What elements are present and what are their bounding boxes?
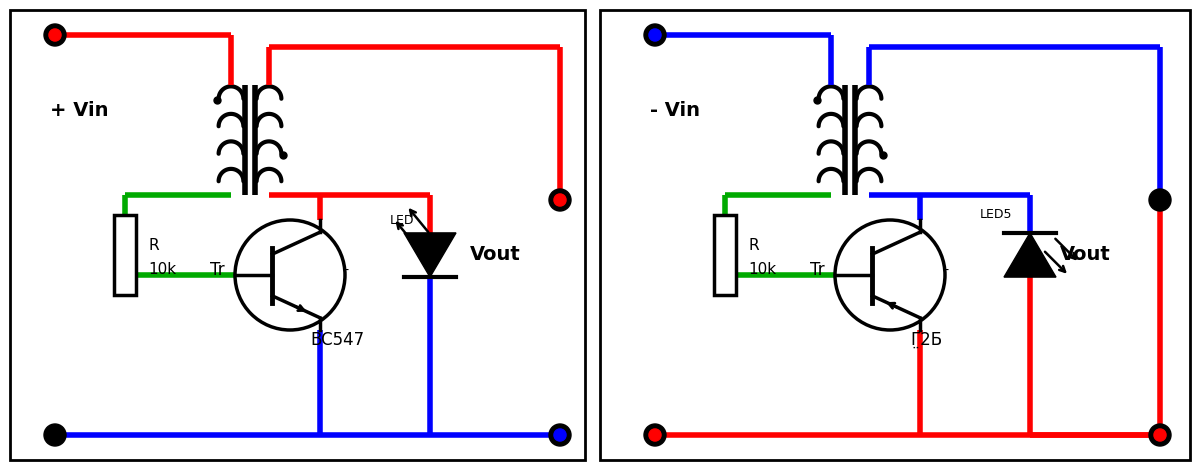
Text: + Vin: + Vin <box>50 101 108 119</box>
Polygon shape <box>404 233 456 277</box>
Circle shape <box>44 424 66 446</box>
Circle shape <box>1150 189 1171 211</box>
Text: T: T <box>340 268 348 282</box>
Text: Vout: Vout <box>1060 245 1111 265</box>
Circle shape <box>644 24 666 46</box>
Circle shape <box>644 424 666 446</box>
Circle shape <box>49 29 61 41</box>
Text: Г̤2Б: Г̤2Б <box>910 331 942 349</box>
Circle shape <box>554 429 566 441</box>
Text: - Vin: - Vin <box>650 101 700 119</box>
Text: 10k: 10k <box>148 263 176 277</box>
Text: LED5: LED5 <box>980 209 1013 221</box>
Circle shape <box>1154 194 1166 206</box>
Text: Tr: Tr <box>210 261 224 279</box>
Text: LED: LED <box>390 213 414 227</box>
FancyBboxPatch shape <box>600 10 1190 460</box>
Text: R: R <box>748 237 758 252</box>
Circle shape <box>649 29 661 41</box>
Circle shape <box>235 220 346 330</box>
Text: R: R <box>148 237 158 252</box>
FancyBboxPatch shape <box>10 10 586 460</box>
Circle shape <box>550 189 571 211</box>
Text: 10k: 10k <box>748 263 776 277</box>
Circle shape <box>550 424 571 446</box>
Text: T: T <box>940 268 948 282</box>
Circle shape <box>49 429 61 441</box>
Circle shape <box>1150 424 1171 446</box>
Bar <box>114 215 136 295</box>
Circle shape <box>44 24 66 46</box>
Circle shape <box>1154 429 1166 441</box>
Text: BC547: BC547 <box>310 331 364 349</box>
Text: Vout: Vout <box>470 245 521 265</box>
Polygon shape <box>1004 233 1056 277</box>
Circle shape <box>554 194 566 206</box>
Bar <box>714 215 736 295</box>
Circle shape <box>835 220 946 330</box>
Circle shape <box>649 429 661 441</box>
Text: Tr: Tr <box>810 261 824 279</box>
